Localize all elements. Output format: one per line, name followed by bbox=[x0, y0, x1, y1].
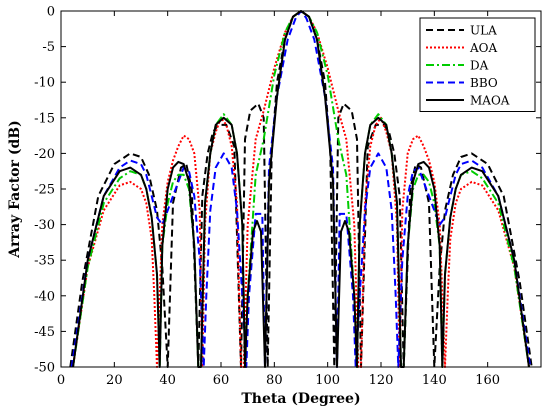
y-tick-label: -30 bbox=[34, 218, 55, 233]
tick-layer: 0 20 40 60 80 100 120 140 160 0 -5 -10 -15 -20 -25 -30 -… bbox=[34, 5, 541, 388]
y-axis-label: Array Factor (dB) bbox=[7, 120, 23, 258]
legend-label-maoa: MAOA bbox=[470, 94, 510, 108]
y-tick-label: -25 bbox=[34, 183, 55, 198]
y-tick-label: -40 bbox=[34, 289, 55, 304]
y-tick-label: -5 bbox=[42, 40, 55, 55]
x-tick-label: 100 bbox=[315, 373, 340, 388]
legend-label-aoa: AOA bbox=[469, 41, 498, 55]
y-tick-label: -10 bbox=[34, 76, 55, 91]
x-tick-label: 120 bbox=[369, 373, 394, 388]
x-tick-label: 0 bbox=[57, 373, 65, 388]
x-tick-label: 80 bbox=[266, 373, 283, 388]
y-tick-label: -45 bbox=[34, 325, 55, 340]
legend-label-ula: ULA bbox=[470, 24, 497, 38]
x-tick-label: 40 bbox=[159, 373, 176, 388]
series-line-aoa bbox=[72, 10, 530, 368]
x-tick-label: 60 bbox=[213, 373, 230, 388]
y-tick-label: -20 bbox=[34, 147, 55, 162]
x-axis-label: Theta (Degree) bbox=[241, 391, 360, 407]
x-tick-label: 140 bbox=[422, 373, 447, 388]
y-tick-label: 0 bbox=[47, 5, 55, 20]
series-line-da bbox=[72, 10, 530, 368]
y-tick-label: -15 bbox=[34, 111, 55, 126]
y-tick-label: -35 bbox=[34, 254, 55, 269]
y-tick-label: -50 bbox=[34, 361, 55, 376]
x-tick-label: 20 bbox=[106, 373, 123, 388]
legend: ULA AOA DA BBO MAOA bbox=[419, 17, 536, 112]
legend-label-bbo: BBO bbox=[470, 76, 498, 90]
legend-box bbox=[419, 17, 536, 112]
legend-label-da: DA bbox=[470, 59, 489, 73]
x-tick-label: 160 bbox=[475, 373, 500, 388]
